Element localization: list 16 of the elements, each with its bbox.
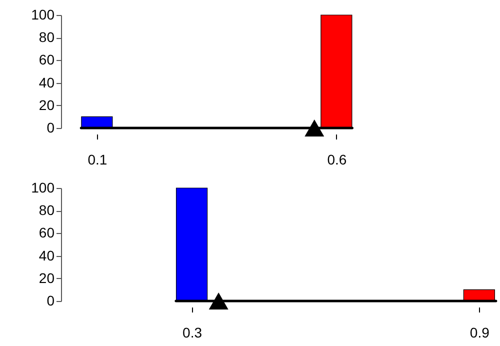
y-tick-label: 80 <box>38 29 55 46</box>
y-tick-label: 20 <box>38 270 55 286</box>
y-tick-label: 40 <box>38 74 55 90</box>
x-tick-label: 0.1 <box>88 152 108 168</box>
y-tick-label: 0 <box>46 292 55 308</box>
y-tick-label: 20 <box>38 96 55 113</box>
y-tick-label: 60 <box>38 52 55 68</box>
y-tick-label: 100 <box>31 6 55 22</box>
x-tick-label: 0.6 <box>327 152 347 168</box>
y-tick-label: 60 <box>38 224 55 241</box>
y-tick-label: 40 <box>38 247 55 264</box>
y-tick-label: 80 <box>38 202 55 218</box>
y-tick-label: 0 <box>46 120 55 136</box>
y-tick-label: 100 <box>31 180 55 196</box>
x-tick-label: 0.9 <box>470 324 490 340</box>
x-tick-label: 0.3 <box>182 324 202 340</box>
